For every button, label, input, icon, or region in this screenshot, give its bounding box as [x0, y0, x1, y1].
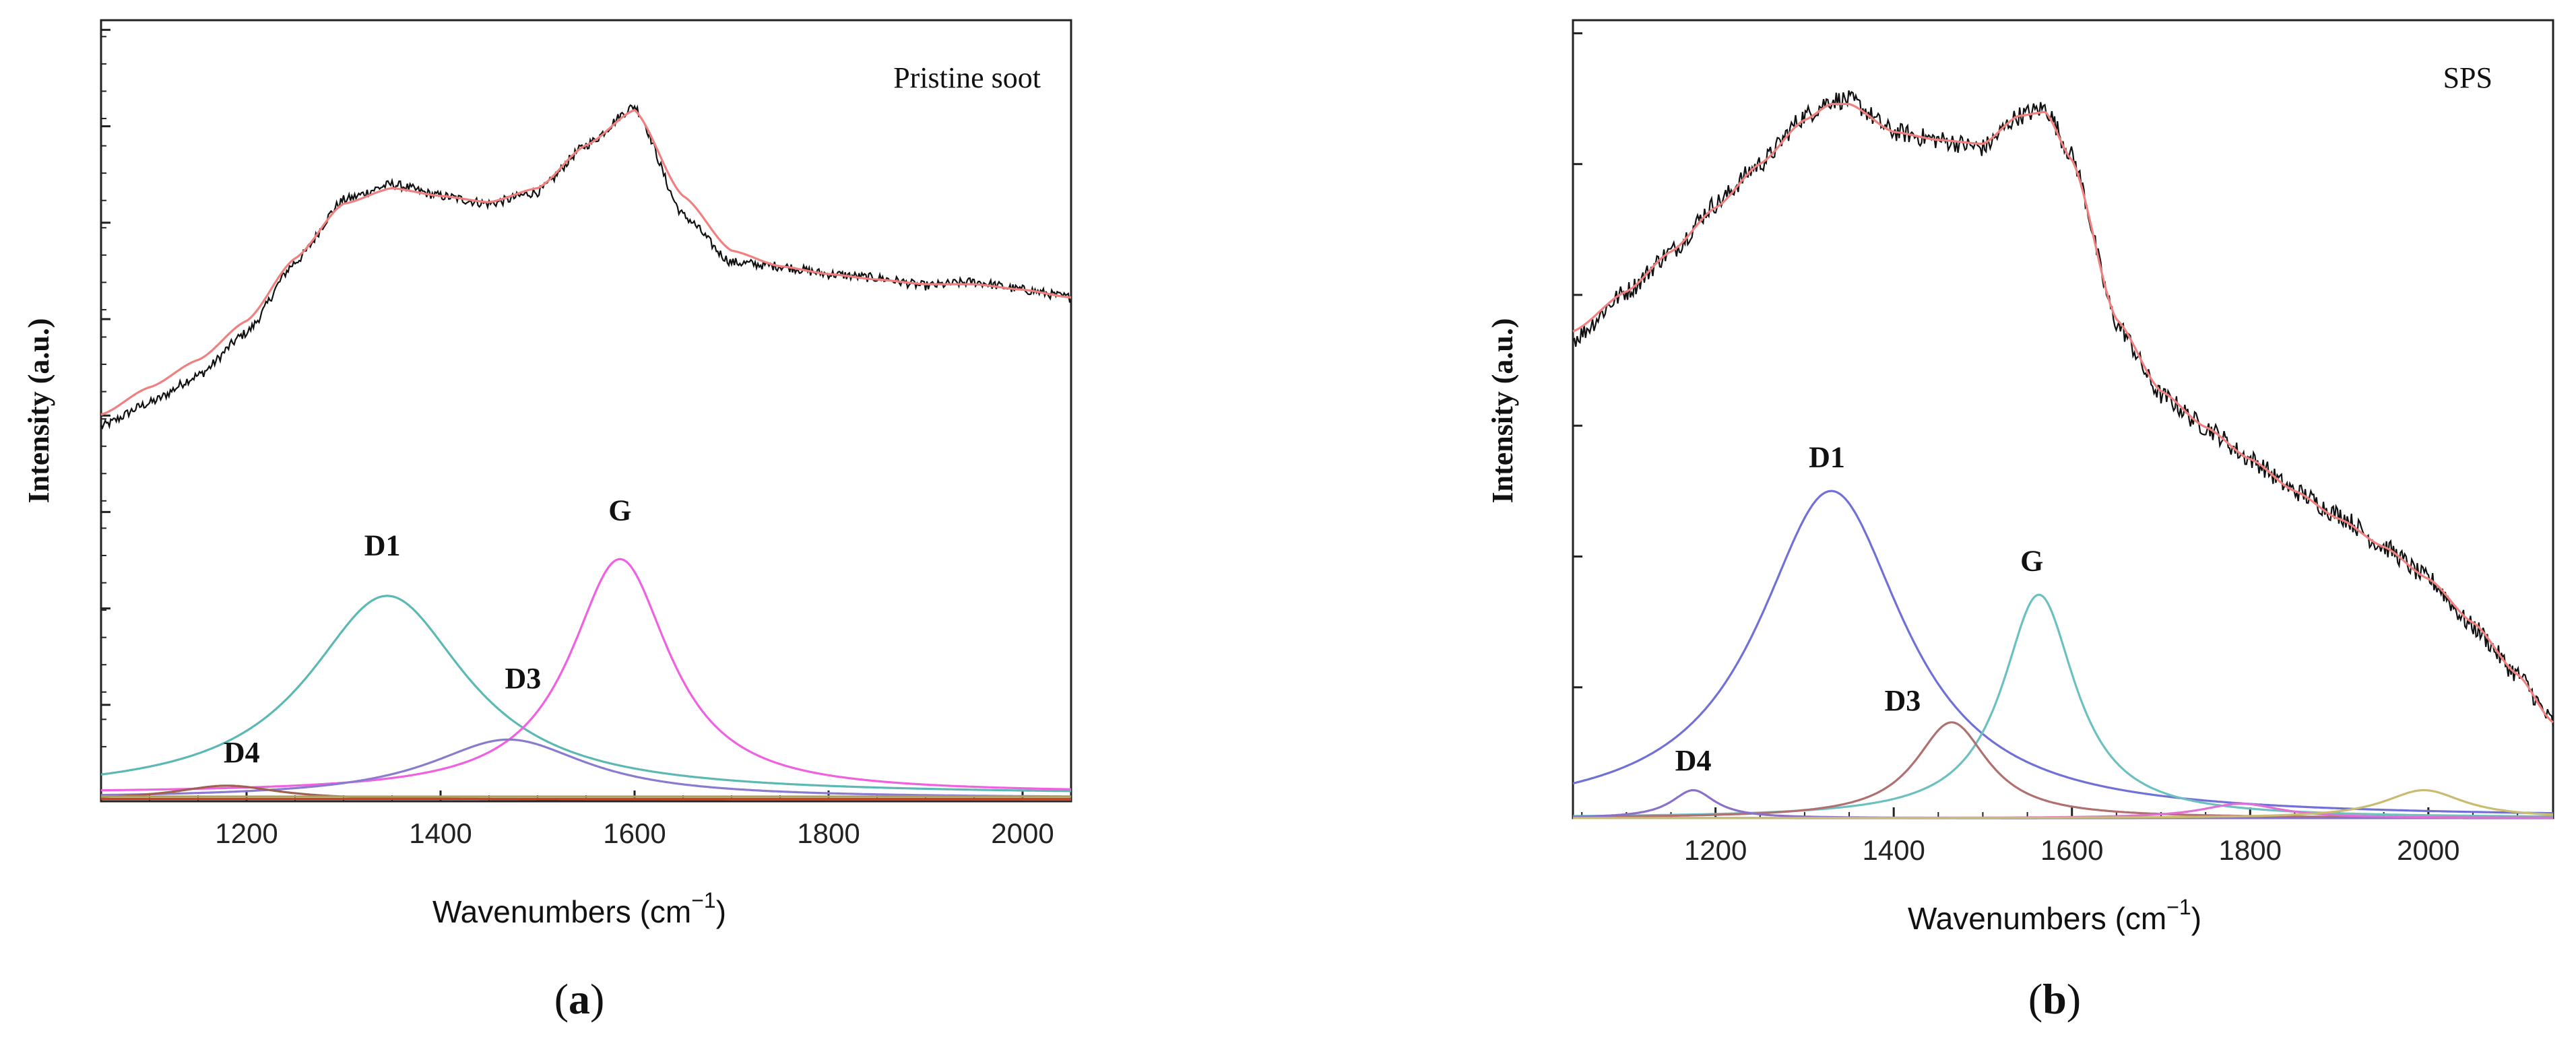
panel-a-xtick-label: 1400 [409, 817, 472, 849]
panel-a-xtick-label: 2000 [991, 817, 1054, 849]
panel-a-xtick-label: 1600 [603, 817, 666, 849]
panel-a-plot-frame [101, 20, 1071, 801]
panel-a-peak-label-g: G [608, 494, 631, 527]
panel-b-xtick-label: 2000 [2397, 834, 2459, 866]
panel-a-xtick-label: 1200 [215, 817, 278, 849]
panel-b-series-measured [1573, 90, 2553, 726]
panel-b-curves [1573, 90, 2553, 818]
panel-a-caption-letter: a [569, 975, 590, 1023]
panel-a-xlabel-sup: −1 [691, 888, 715, 912]
panel-b-peak-label-g: G [2020, 545, 2043, 578]
panel-b-plot-frame [1573, 20, 2553, 818]
panel-a-xtick-label: 1800 [797, 817, 860, 849]
panel-b-xtick-label: 1800 [2219, 834, 2282, 866]
panel-a-peak-labels: D1 G D3 D4 [224, 494, 632, 769]
panel-b-caption-letter: b [2042, 975, 2067, 1023]
panel-a-xlabel: Wavenumbers (cm−1) [432, 888, 726, 929]
panel-b-xlabel: Wavenumbers (cm−1) [1908, 895, 2201, 936]
panel-b-xtick-label: 1200 [1684, 834, 1747, 866]
panel-b-peak-label-d4: D4 [1675, 744, 1712, 777]
raman-spectra-figure: 1200 1400 1600 1800 2000 D1 G D3 D4 Pristine so… [0, 0, 2576, 1041]
panel-b-series-d1 [1573, 491, 2553, 813]
panel-b-xlabel-close: ) [2191, 901, 2201, 936]
panel-a-xlabel-close: ) [716, 894, 726, 929]
panel-b-xtick-label: 1600 [2040, 834, 2103, 866]
panel-b-xtick-label: 1400 [1862, 834, 1925, 866]
panel-b-ticks: 1200 1400 1600 1800 2000 [1573, 33, 2517, 866]
panel-b-peak-labels: D1 G D3 D4 [1675, 441, 2044, 777]
panel-b-xlabel-sup: −1 [2166, 895, 2191, 919]
panel-a-xlabel-main: Wavenumbers (cm [432, 894, 691, 929]
panel-a-caption: (a) [554, 975, 605, 1023]
panel-b-peak-label-d1: D1 [1809, 441, 1845, 474]
panel-b: 1200 1400 1600 1800 2000 D1 G D3 D4 SPS Intensi… [1486, 20, 2553, 1023]
panel-b-caption: (b) [2028, 975, 2081, 1023]
panel-b-xlabel-main: Wavenumbers (cm [1908, 901, 2166, 936]
panel-b-series-fit [1573, 104, 2553, 722]
panel-b-series-g [1573, 595, 2553, 816]
panel-a-series-fit [101, 110, 1071, 414]
panel-a-peak-label-d3: D3 [505, 662, 542, 695]
panel-a-ticks: 1200 1400 1600 1800 2000 [101, 30, 1071, 849]
panel-a-peak-label-d1: D1 [364, 529, 401, 562]
panel-b-peak-label-d3: D3 [1885, 684, 1921, 717]
panel-a-series-measured [101, 105, 1071, 428]
panel-a-title: Pristine soot [893, 61, 1041, 94]
panel-a-curves [101, 105, 1071, 799]
panel-a-peak-label-d4: D4 [224, 736, 260, 769]
panel-b-title: SPS [2443, 61, 2492, 94]
panel-a: 1200 1400 1600 1800 2000 D1 G D3 D4 Pristine so… [22, 20, 1071, 1023]
panel-a-ylabel: Intensity (a.u.) [22, 318, 55, 503]
panel-b-ylabel: Intensity (a.u.) [1486, 318, 1519, 503]
